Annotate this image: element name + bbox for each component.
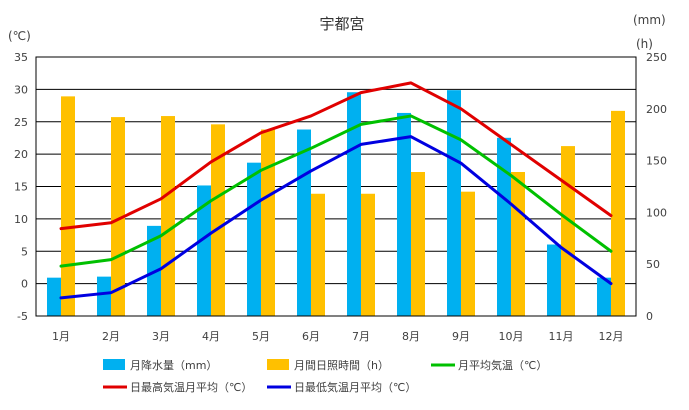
left-tick-label: 15 <box>14 181 28 194</box>
bar-sunshine <box>361 193 375 316</box>
category-label: 9月 <box>452 330 470 343</box>
right-tick-label: 100 <box>646 206 667 219</box>
bar-sunshine <box>411 171 425 316</box>
bar-sunshine <box>461 191 475 316</box>
right-axis-unit: (h) <box>636 37 653 51</box>
legend-label: 月降水量（mm） <box>130 358 217 372</box>
chart-title: 宇都宮 <box>319 15 364 33</box>
bar-sunshine <box>111 117 125 316</box>
bar-sunshine <box>211 124 225 316</box>
legend-swatch <box>267 359 289 370</box>
left-tick-label: 25 <box>14 116 28 129</box>
category-label: 10月 <box>499 330 524 343</box>
bar-precipitation <box>197 185 211 316</box>
bar-sunshine <box>61 96 75 316</box>
bar-precipitation <box>597 277 611 316</box>
bar-precipitation <box>97 276 111 316</box>
category-label: 12月 <box>599 330 624 343</box>
left-axis-unit: (℃) <box>8 29 31 43</box>
category-label: 11月 <box>549 330 574 343</box>
left-tick-label: 35 <box>14 51 28 64</box>
category-label: 8月 <box>402 330 420 343</box>
category-label: 1月 <box>52 330 70 343</box>
line-max-temp <box>59 81 613 231</box>
category-label: 7月 <box>352 330 370 343</box>
bar-precipitation <box>347 92 361 316</box>
bar-precipitation <box>447 90 461 316</box>
right-tick-label: 0 <box>646 310 653 323</box>
bar-sunshine <box>561 146 575 316</box>
bar-sunshine <box>311 193 325 316</box>
right-tick-label: 150 <box>646 155 667 168</box>
bar-sunshine <box>261 129 275 316</box>
bar-precipitation <box>547 244 561 316</box>
bar-sunshine <box>161 116 175 316</box>
line-min-temp <box>59 135 613 300</box>
category-label: 4月 <box>202 330 220 343</box>
bar-precipitation <box>47 277 61 316</box>
right-axis-unit-top: (mm) <box>633 13 666 27</box>
left-tick-label: 5 <box>21 245 28 258</box>
left-tick-label: 10 <box>14 213 28 226</box>
category-label: 5月 <box>252 330 270 343</box>
left-tick-label: 0 <box>21 278 28 291</box>
line-mean-temp <box>59 114 613 268</box>
bar-precipitation <box>397 112 411 316</box>
left-tick-label: 20 <box>14 148 28 161</box>
bar-precipitation <box>247 162 261 316</box>
legend-label: 月平均気温（℃） <box>458 358 547 372</box>
legend-label: 日最低気温月平均（℃） <box>294 380 416 394</box>
bar-sunshine <box>511 171 525 316</box>
category-label: 6月 <box>302 330 320 343</box>
legend-label: 日最高気温月平均（℃） <box>130 380 252 394</box>
legend-label: 月間日照時間（h） <box>294 359 389 372</box>
left-tick-label: 30 <box>14 83 28 96</box>
left-tick-label: -5 <box>17 310 28 323</box>
legend-swatch <box>103 359 125 370</box>
bar-precipitation <box>497 137 511 316</box>
right-tick-label: 200 <box>646 103 667 116</box>
plot-frame <box>35 56 637 317</box>
right-tick-label: 50 <box>646 258 660 271</box>
category-label: 3月 <box>152 330 170 343</box>
category-label: 2月 <box>102 330 120 343</box>
bar-sunshine <box>611 110 625 316</box>
bar-precipitation <box>297 129 311 316</box>
right-tick-label: 250 <box>646 51 667 64</box>
